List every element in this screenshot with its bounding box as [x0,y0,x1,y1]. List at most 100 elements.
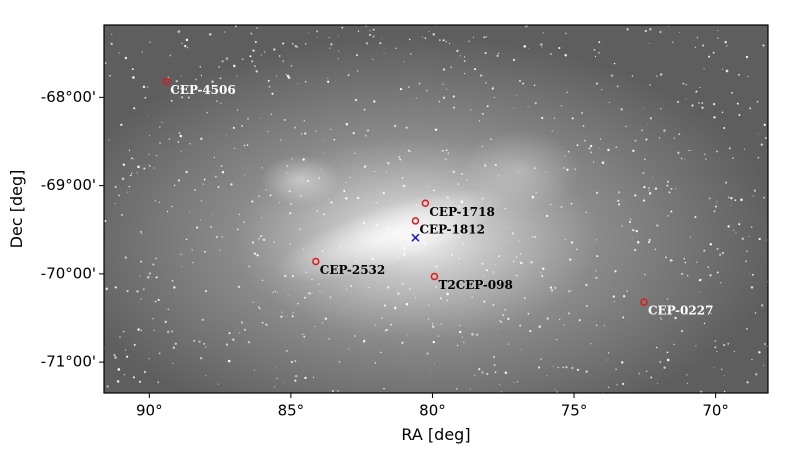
star [185,38,189,42]
star [355,260,358,263]
star [484,164,487,167]
source-label: CEP-0227 [648,304,713,318]
star [374,324,376,326]
star [158,201,160,203]
star [631,75,634,77]
star [402,184,406,188]
star [177,30,181,33]
star [481,145,483,148]
star [567,312,571,315]
star [650,376,653,379]
star [571,366,574,370]
star [303,335,306,338]
star [202,183,204,185]
star [723,127,726,129]
star [346,288,348,290]
star [446,196,449,199]
star [354,98,358,102]
star [234,25,237,28]
star [243,144,246,147]
star [357,30,360,32]
star [219,77,222,80]
star [133,158,135,160]
star [254,40,257,43]
star [555,389,556,391]
star [104,220,107,223]
star [698,279,701,282]
star [123,374,125,376]
star [732,157,734,160]
star [287,295,289,296]
star [290,65,293,67]
star [427,318,430,320]
star [478,368,481,371]
star [243,221,245,224]
star [763,342,767,346]
star [311,278,313,281]
star [117,368,121,371]
star [375,202,377,204]
star [322,213,325,216]
star [599,147,600,149]
star [442,39,445,42]
star [660,318,663,320]
star [608,102,610,104]
star [481,262,484,265]
star [473,374,476,377]
star [301,178,303,180]
star [200,137,203,141]
star [328,36,330,39]
star [126,290,129,293]
star [121,213,124,216]
star [663,129,666,132]
star [300,133,303,135]
star [263,51,266,53]
star [345,197,348,200]
star [253,65,257,68]
source-label: T2CEP-098 [438,278,512,292]
star [297,303,299,305]
star [170,330,174,333]
star [652,176,654,178]
star [626,28,629,31]
star [542,32,544,34]
star [106,385,109,388]
star [511,232,515,235]
star [454,281,456,283]
star [321,250,324,253]
star [501,391,503,393]
star [578,319,581,322]
star [307,179,310,183]
star [283,118,286,121]
star [676,100,680,104]
star [621,382,625,386]
star [466,179,468,181]
star [565,32,567,35]
star [154,200,156,202]
star [221,236,223,238]
star [171,205,173,208]
star [113,354,116,356]
star [463,60,466,62]
star [489,193,491,195]
star [314,326,316,328]
star [142,85,146,89]
star [390,323,392,326]
star [331,237,333,239]
star [516,95,518,97]
star [670,210,673,213]
star [551,130,553,132]
star [725,69,729,73]
star [486,372,489,375]
star [490,138,492,141]
star [252,49,255,52]
star [442,68,446,71]
star [705,158,707,160]
star [452,106,455,109]
star [130,157,133,160]
star [146,276,150,279]
star [519,79,521,82]
star [656,346,658,349]
star [114,356,117,359]
region-glow [460,130,580,210]
